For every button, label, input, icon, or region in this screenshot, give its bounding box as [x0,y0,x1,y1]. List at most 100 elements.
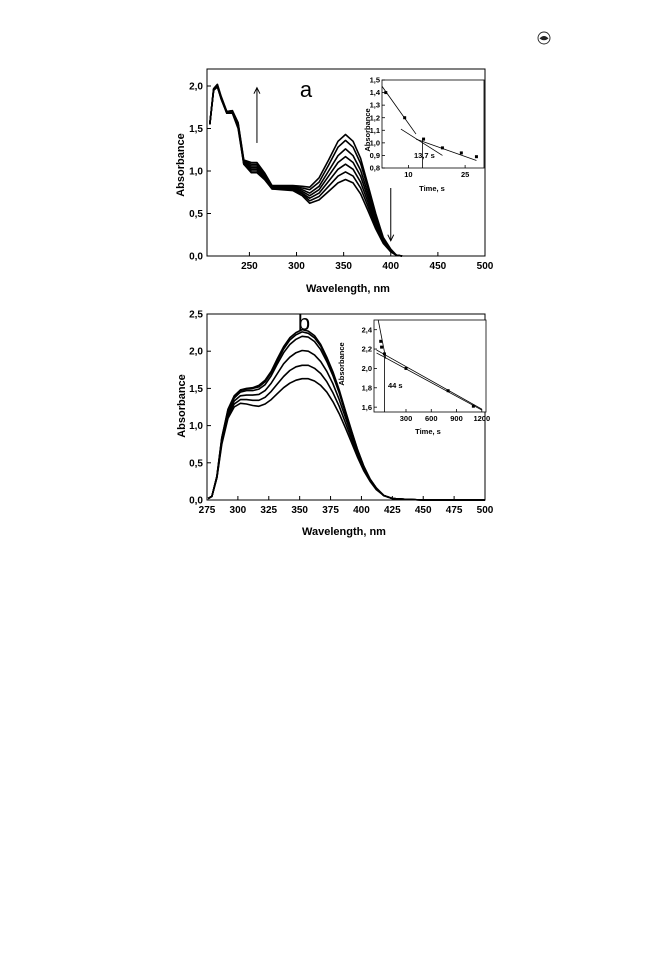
chart-a-inset-point [422,137,426,141]
chart-a-inset: 10 25 0,8 0,9 1,0 1,1 1,2 1,3 1,4 1,5 13,7 s Tim… [363,76,485,193]
chart-a-y-axis-title: Absorbance [175,133,187,197]
chart-a-inset-y-tick-label: 1,3 [370,101,380,110]
chart-a-inset-point [440,146,444,150]
chart-a-arrow-up-head [253,86,261,94]
chart-a-y-tick-label: 2,0 [189,82,203,93]
chart-b-x-axis-title: Wavelength, nm [302,526,386,538]
chart-a-x-axis-title: Wavelength, nm [306,283,390,295]
chart-b-inset-frame [373,319,487,413]
chart-a-inset-point [384,91,388,95]
chart-b-y-tick-label: 0,0 [189,496,203,507]
chart-b-inset-point [404,366,408,370]
chart-b-series-group [207,328,485,501]
chart-a-arrow-down-head [387,234,395,242]
chart-a-x-tick-label: 500 [477,261,494,272]
chart-a-inset-fit-line-1 [382,86,417,135]
chart-a-series-line-3 [209,86,403,257]
chart-a-inset-y-tick-label: 0,9 [370,151,380,160]
chart-b-tick-marks [206,313,486,501]
chart-b-inset-points [379,339,475,408]
chart-b-x-tick-label: 275 [199,505,216,516]
chart-a-frame [206,68,486,257]
chart-b-inset-x-tick-label: 900 [450,414,463,423]
chart-b-x-tick-label: 475 [446,505,463,516]
chart-b-series-line-6 [207,328,485,501]
chart-a-y-tick-labels: 0,0 0,5 1,0 1,5 2,0 [189,82,203,263]
chart-b-x-tick-labels: 275 300 325 350 375 400 425 450 475 500 [199,505,494,516]
chart-b-inset-fit-line-3 [376,349,482,410]
chart-a-inset-annotation: 13,7 s [414,151,435,160]
chart-a: 250 300 350 400 450 500 0,0 0,5 1,0 1,5 2,0 a Wav… [175,68,494,295]
chart-b-inset-x-tick-label: 600 [425,414,438,423]
chart-b-inset-annotation: 44 s [388,381,403,390]
chart-b-x-tick-label: 325 [260,505,277,516]
chart-b-inset-y-tick-label: 1,8 [362,383,372,392]
chart-b-y-tick-label: 1,5 [189,384,203,395]
chart-a-arrows [253,86,395,242]
chart-a-inset-y-tick-label: 1,5 [370,76,380,85]
chart-b-x-tick-label: 350 [291,505,308,516]
chart-a-inset-fit-line-3 [400,128,443,156]
chart-a-x-tick-label: 350 [335,261,352,272]
chart-b-inset-tick-marks [374,329,483,412]
chart-a-y-tick-label: 0,0 [189,252,203,263]
chart-b-inset-fit-line-1 [377,320,387,359]
chart-b-y-tick-labels: 0,0 0,5 1,0 1,5 2,0 2,5 [189,310,203,507]
chart-b-inset-x-tick-labels: 300 600 900 1200 [400,414,490,423]
chart-b-inset-y-tick-label: 2,2 [362,345,372,354]
chart-b-inset-x-axis-title: Time, s [415,427,441,436]
chart-b-inset-x-tick-label: 1200 [473,414,490,423]
chart-b-inset-y-axis-title: Absorbance [337,342,346,385]
chart-a-inset-y-tick-label: 1,1 [370,126,380,135]
chart-a-series-group [209,83,403,257]
chart-a-y-tick-label: 0,5 [189,209,203,220]
chart-a-inset-y-axis-title: Absorbance [363,108,372,151]
chart-a-x-tick-label: 400 [382,261,399,272]
chart-b-y-tick-label: 1,0 [189,421,203,432]
chart-a-inset-y-tick-label: 1,2 [370,113,380,122]
chart-a-inset-frame [381,79,485,169]
chart-b-inset-x-tick-label: 300 [400,414,413,423]
chart-b-y-tick-label: 0,5 [189,458,203,469]
chart-b-inset-y-tick-label: 2,4 [362,325,373,334]
chart-b-inset-point [382,352,386,356]
chart-a-inset-fit-line-2 [415,138,477,161]
chart-b-y-tick-label: 2,0 [189,347,203,358]
chart-b-inset-y-tick-labels: 1,6 1,8 2,0 2,2 2,4 [362,325,373,411]
chart-a-inset-y-tick-label: 1,0 [370,138,380,147]
chart-b-inset-fit-lines [376,320,482,412]
chart-b-y-axis-title: Absorbance [176,374,188,438]
chart-b-inset-point [471,404,475,408]
chart-a-y-tick-label: 1,0 [189,167,203,178]
chart-b-x-tick-label: 400 [353,505,370,516]
chart-a-inset-y-tick-label: 1,4 [370,88,381,97]
chart-b-x-tick-label: 300 [230,505,247,516]
chart-b-inset-y-tick-label: 2,0 [362,364,372,373]
chart-b-y-tick-label: 2,5 [189,310,203,321]
chart-a-inset-point [403,116,407,120]
chart-b-inset-y-tick-label: 1,6 [362,403,372,412]
chart-a-inset-points [384,91,478,159]
chart-a-inset-point [474,155,478,159]
chart-b-inset-fit-line-2 [376,352,482,411]
chart-a-series-line-5 [209,85,403,257]
chart-a-x-tick-labels: 250 300 350 400 450 500 [241,261,494,272]
chart-b-inset-point [379,339,383,343]
chart-a-inset-x-tick-label: 25 [461,170,469,179]
chart-a-inset-x-tick-labels: 10 25 [404,170,469,179]
chart-b-x-tick-label: 425 [384,505,401,516]
chart-a-inset-y-tick-label: 0,8 [370,164,380,173]
chart-a-inset-x-tick-label: 10 [404,170,412,179]
chart-b-x-tick-label: 500 [477,505,494,516]
chart-a-x-tick-label: 450 [430,261,447,272]
chart-b-x-tick-label: 375 [322,505,339,516]
chart-a-x-tick-label: 250 [241,261,258,272]
chart-a-series-line-7 [209,83,403,257]
chart-a-inset-x-axis-title: Time, s [419,184,445,193]
chart-a-panel-label: a [300,77,313,102]
chart-a-inset-fit-lines [382,86,477,168]
chart-a-inset-point [459,151,463,155]
copyright-seal-icon [537,31,551,45]
